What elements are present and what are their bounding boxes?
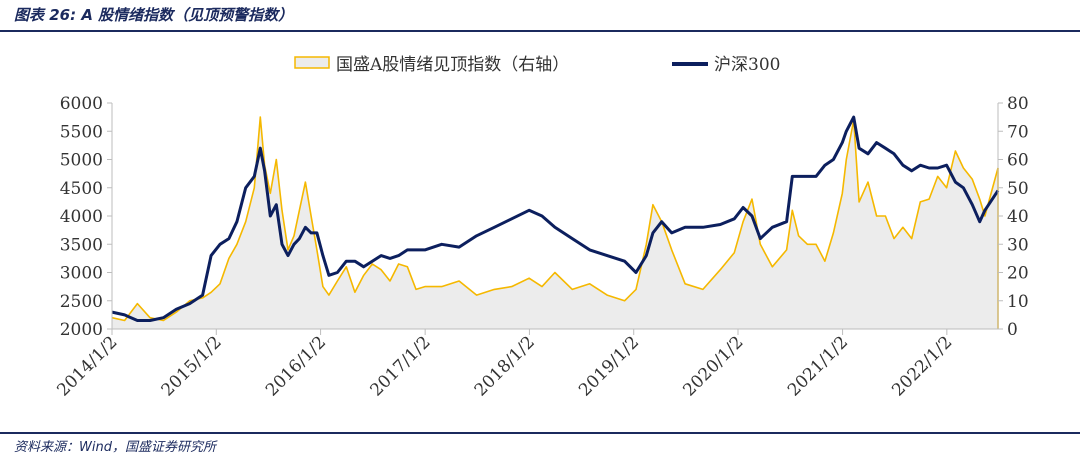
y-tick-label-left: 5500 bbox=[60, 122, 103, 142]
x-tick-label: 2014/1/2 bbox=[53, 332, 121, 400]
y-tick-label-right: 70 bbox=[1007, 122, 1029, 142]
x-tick-label: 2018/1/2 bbox=[471, 332, 539, 400]
x-tick-label: 2020/1/2 bbox=[679, 332, 747, 400]
y-tick-label-right: 80 bbox=[1007, 94, 1029, 114]
y-tick-label-left: 4500 bbox=[60, 179, 103, 199]
y-tick-label-right: 30 bbox=[1007, 235, 1029, 255]
bottom-rule bbox=[0, 432, 1080, 434]
y-tick-label-left: 2500 bbox=[60, 292, 103, 312]
series-area-sentiment-index bbox=[112, 117, 998, 329]
legend-label-index: 国盛A股情绪见顶指数（右轴） bbox=[336, 55, 569, 75]
x-tick-label: 2022/1/2 bbox=[888, 332, 956, 400]
x-tick-label: 2016/1/2 bbox=[262, 332, 330, 400]
y-tick-label-right: 10 bbox=[1007, 292, 1029, 312]
y-tick-label-left: 4000 bbox=[60, 207, 103, 227]
y-tick-label-left: 5000 bbox=[60, 151, 103, 171]
plot-area bbox=[111, 115, 1000, 329]
y-tick-label-right: 50 bbox=[1007, 179, 1029, 199]
figure-caption: 图表 26: A 股情绪指数（见顶预警指数） bbox=[14, 6, 294, 24]
chart-svg: 国盛A股情绪见顶指数（右轴） 沪深300 2000250030003500400… bbox=[53, 55, 1029, 401]
y-tick-label-left: 3500 bbox=[60, 235, 103, 255]
y-tick-label-right: 40 bbox=[1007, 207, 1029, 227]
series-line-sentiment-index bbox=[111, 116, 999, 322]
y-tick-label-left: 6000 bbox=[60, 94, 103, 114]
y-tick-label-right: 0 bbox=[1007, 320, 1018, 340]
x-tick-label: 2017/1/2 bbox=[366, 332, 434, 400]
legend-swatch-index bbox=[294, 56, 330, 69]
y-tick-label-left: 2000 bbox=[60, 320, 103, 340]
top-rule bbox=[0, 30, 1080, 32]
series-line-csi300 bbox=[111, 115, 1000, 322]
figure-header: 图表 26: A 股情绪指数（见顶预警指数） bbox=[0, 0, 1080, 31]
legend-label-csi300: 沪深300 bbox=[714, 55, 780, 75]
y-tick-label-right: 20 bbox=[1007, 264, 1029, 284]
y-tick-label-right: 60 bbox=[1007, 151, 1029, 171]
chart-legend: 国盛A股情绪见顶指数（右轴） 沪深300 bbox=[294, 55, 780, 75]
x-tick-label: 2021/1/2 bbox=[784, 332, 852, 400]
y-tick-label-left: 3000 bbox=[60, 264, 103, 284]
x-tick-label: 2019/1/2 bbox=[575, 332, 643, 400]
source-note: 资料来源：Wind，国盛证券研究所 bbox=[14, 440, 216, 455]
x-tick-label: 2015/1/2 bbox=[158, 332, 226, 400]
